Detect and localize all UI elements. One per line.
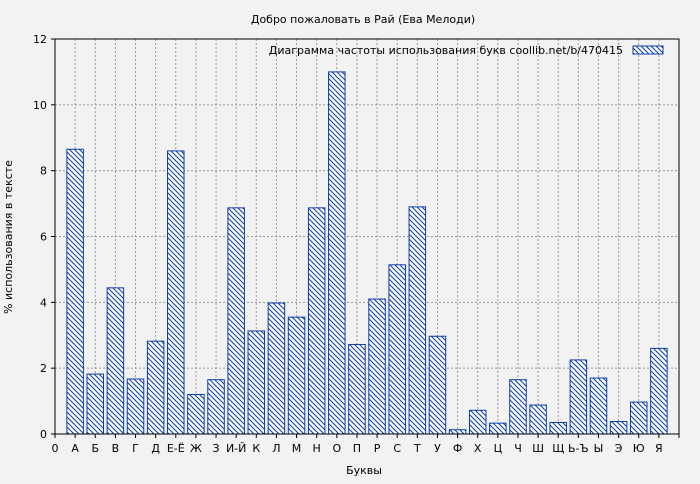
x-tick-label: У: [434, 442, 441, 455]
x-tick-label: 0: [52, 442, 59, 455]
x-tick-label: Ж: [190, 442, 202, 455]
bar-9: [227, 207, 245, 435]
x-tick-label: Н: [313, 442, 321, 455]
bar-3: [106, 287, 125, 435]
bar-1: [66, 148, 84, 435]
chart-title: Добро пожаловать в Рай (Ева Мелоди): [251, 13, 475, 26]
x-tick-label: Р: [374, 442, 381, 455]
x-tick-label: Х: [474, 442, 482, 455]
bar-21: [468, 409, 487, 435]
x-tick-label: М: [292, 442, 302, 455]
y-axis-label: % использования в тексте: [2, 160, 15, 314]
bar-14: [328, 71, 346, 435]
x-tick-label: С: [393, 442, 401, 455]
bar-13: [307, 207, 326, 435]
bars: [66, 71, 668, 435]
x-tick-label: Ф: [453, 442, 462, 455]
bar-19: [428, 335, 447, 435]
x-tick-label: Э: [615, 442, 623, 455]
legend-label: Диаграмма частоты использования букв coo…: [269, 44, 623, 57]
x-tick-label: А: [71, 442, 79, 455]
x-tick-label: Е-Ё: [167, 442, 185, 455]
x-tick-label: Ю: [633, 442, 645, 455]
y-tick-label: 2: [40, 362, 47, 375]
x-tick-label: З: [213, 442, 220, 455]
y-tick-label: 0: [40, 428, 47, 441]
y-tick-label: 8: [40, 165, 47, 178]
x-tick-label: Б: [91, 442, 99, 455]
x-tick-label: О: [332, 442, 341, 455]
bar-5: [146, 340, 165, 435]
y-tick-label: 4: [40, 296, 47, 309]
bar-28: [609, 420, 628, 435]
x-tick-label: И-Й: [226, 442, 246, 455]
bar-6: [167, 150, 185, 435]
bar-25: [549, 421, 567, 435]
bar-26: [569, 359, 588, 435]
x-tick-label: Ы: [594, 442, 604, 455]
legend: Диаграмма частоты использования букв coo…: [269, 44, 664, 57]
x-tick-label: К: [252, 442, 260, 455]
x-tick-label: Л: [272, 442, 280, 455]
bar-8: [207, 379, 225, 435]
bar-23: [509, 379, 527, 435]
bar-18: [408, 206, 427, 435]
x-axis-label: Буквы: [346, 464, 382, 477]
legend-swatch: [632, 45, 664, 55]
x-tick-label: П: [353, 442, 361, 455]
x-tick-label: Ш: [532, 442, 544, 455]
bar-24: [529, 404, 547, 435]
x-axis: 0 А Б В Г Д Е-Ё Ж З И-Й К Л М Н О П Р С Т У Ф Х Ц Ч Ш Щ Ь-Ъ Ы Э Ю Я: [52, 434, 680, 455]
x-tick-label: В: [112, 442, 120, 455]
bar-10: [247, 330, 266, 435]
x-tick-label: Г: [132, 442, 139, 455]
x-tick-label: Я: [655, 442, 663, 455]
x-tick-label: Ч: [514, 442, 522, 455]
y-tick-label: 6: [40, 231, 47, 244]
bar-29: [629, 401, 648, 435]
bar-4: [126, 378, 145, 435]
bar-7: [187, 394, 205, 435]
y-axis: 0 2 4 6 8 10 12: [33, 33, 55, 441]
y-tick-label: 12: [33, 33, 47, 46]
bar-30: [650, 347, 668, 435]
bar-20: [448, 429, 467, 435]
y-tick-label: 10: [33, 99, 47, 112]
bar-15: [348, 343, 366, 435]
bar-12: [287, 316, 306, 435]
bar-22: [489, 422, 507, 435]
x-tick-label: Ц: [494, 442, 503, 455]
bar-17: [388, 264, 406, 435]
bar-27: [589, 377, 608, 435]
x-tick-label: Т: [413, 442, 421, 455]
x-tick-label: Д: [151, 442, 160, 455]
bar-11: [267, 302, 286, 435]
x-tick-label: Щ: [552, 442, 564, 455]
x-tick-label: Ь-Ъ: [568, 442, 589, 455]
bar-2: [86, 373, 105, 435]
bar-16: [368, 298, 386, 435]
